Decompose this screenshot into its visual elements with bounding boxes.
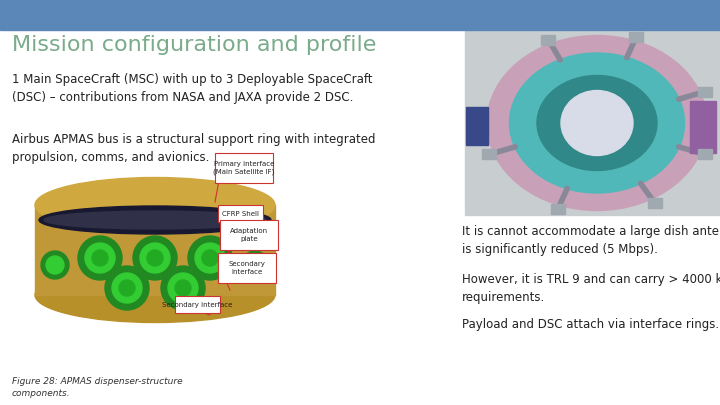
Text: Adaptation
plate: Adaptation plate <box>230 228 268 242</box>
Bar <box>482 149 496 160</box>
Circle shape <box>195 243 225 273</box>
Bar <box>647 198 662 208</box>
Circle shape <box>175 280 191 296</box>
Circle shape <box>105 266 149 310</box>
Circle shape <box>85 243 115 273</box>
Text: Mission configuration and profile: Mission configuration and profile <box>12 35 377 55</box>
Circle shape <box>246 256 264 274</box>
Circle shape <box>119 280 135 296</box>
Text: CFRP Shell: CFRP Shell <box>222 211 259 217</box>
Bar <box>629 32 644 42</box>
Bar <box>218 205 263 222</box>
Circle shape <box>78 236 122 280</box>
Bar <box>466 107 488 145</box>
Ellipse shape <box>510 53 685 193</box>
Circle shape <box>168 273 198 303</box>
Bar <box>690 101 716 153</box>
Circle shape <box>147 250 163 266</box>
Text: Airbus APMAS bus is a structural support ring with integrated
propulsion, comms,: Airbus APMAS bus is a structural support… <box>12 133 376 164</box>
Circle shape <box>161 266 205 310</box>
Ellipse shape <box>39 206 271 234</box>
Bar <box>218 253 276 283</box>
Circle shape <box>112 273 142 303</box>
Circle shape <box>46 256 64 274</box>
Ellipse shape <box>44 211 266 229</box>
Circle shape <box>133 236 177 280</box>
Text: 1 Main SpaceCraft (MSC) with up to 3 Deployable SpaceCraft
(DSC) – contributions: 1 Main SpaceCraft (MSC) with up to 3 Dep… <box>12 73 372 104</box>
Text: Payload and DSC attach via interface rings.: Payload and DSC attach via interface rin… <box>462 318 719 331</box>
Text: It is cannot accommodate a large dish antenna and so the data rate
is significan: It is cannot accommodate a large dish an… <box>462 225 720 256</box>
Ellipse shape <box>537 75 657 171</box>
Text: Figure 28: APMAS dispenser-structure
components.: Figure 28: APMAS dispenser-structure com… <box>12 377 183 398</box>
Ellipse shape <box>35 267 275 322</box>
Bar <box>698 149 712 160</box>
Text: However, it is TRL 9 and can carry > 4000 kg, easily meeting ESA
requirements.: However, it is TRL 9 and can carry > 400… <box>462 273 720 304</box>
Circle shape <box>188 236 232 280</box>
Circle shape <box>92 250 108 266</box>
Ellipse shape <box>35 177 275 232</box>
Bar <box>175 296 220 313</box>
Circle shape <box>41 251 69 279</box>
Text: Secondary
interface: Secondary interface <box>228 261 266 275</box>
Bar <box>35 205 275 295</box>
Ellipse shape <box>561 90 633 156</box>
Bar <box>698 87 712 96</box>
Ellipse shape <box>487 36 707 211</box>
Bar <box>541 34 555 45</box>
Text: Primary interface
(Main Satellite IF): Primary interface (Main Satellite IF) <box>213 161 275 175</box>
Bar <box>551 205 564 215</box>
Bar <box>215 153 273 183</box>
Circle shape <box>140 243 170 273</box>
Text: Secondary interface: Secondary interface <box>162 301 233 307</box>
Bar <box>220 220 278 250</box>
Circle shape <box>202 250 218 266</box>
Circle shape <box>241 251 269 279</box>
Bar <box>0 0 720 30</box>
Bar <box>465 30 720 215</box>
